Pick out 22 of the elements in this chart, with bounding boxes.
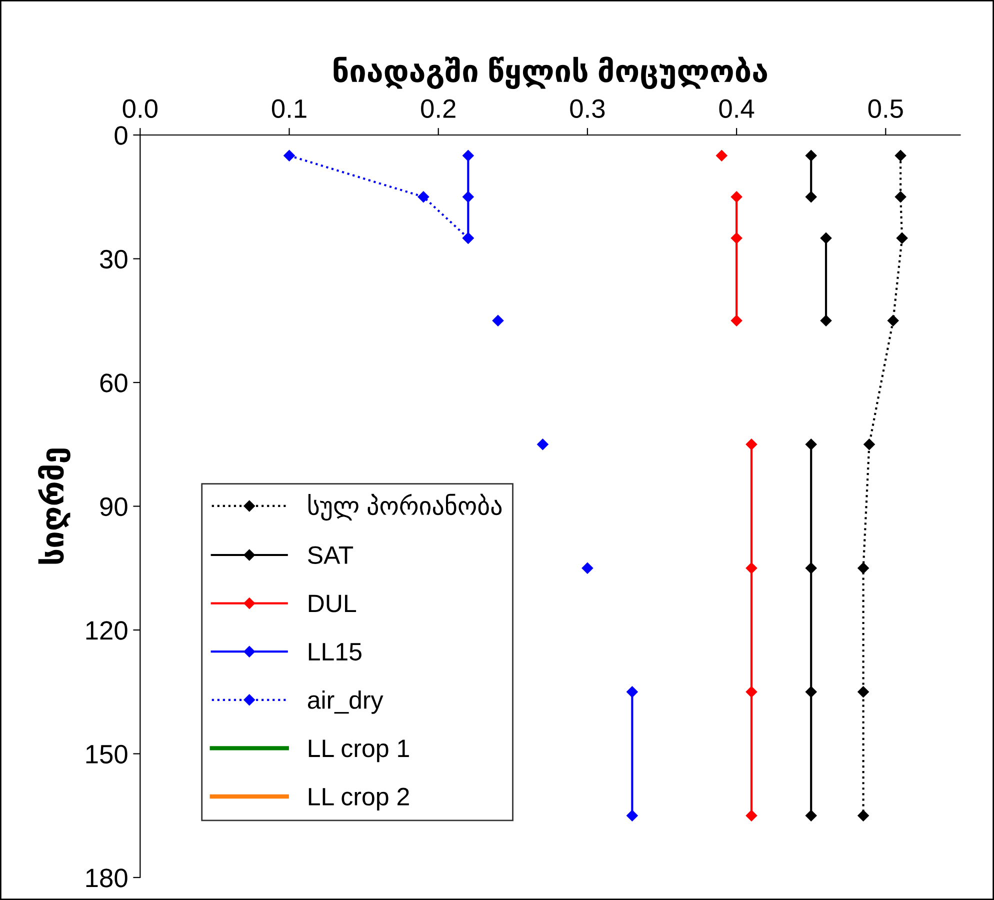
x-tick-label: 0.5 bbox=[868, 99, 903, 118]
x-axis-title: ნიადაგში წყლის მოცულობა bbox=[334, 56, 768, 90]
legend-label: სულ პორიანობა bbox=[308, 494, 502, 521]
legend-label: LL crop 1 bbox=[308, 740, 409, 762]
y-tick-label: 180 bbox=[86, 868, 128, 888]
y-tick-label: 60 bbox=[100, 374, 128, 392]
x-tick-label: 0.4 bbox=[719, 99, 754, 118]
x-tick-label: 0.0 bbox=[122, 99, 158, 118]
legend-label: LL crop 2 bbox=[308, 788, 409, 810]
x-tick-label: 0.2 bbox=[421, 99, 456, 118]
legend-label: air_dry bbox=[308, 690, 384, 714]
y-tick-label: 120 bbox=[86, 621, 128, 640]
legend-label: LL15 bbox=[308, 643, 362, 661]
y-tick-label: 150 bbox=[86, 744, 128, 764]
x-tick-label: 0.1 bbox=[272, 99, 306, 118]
legend-label: DUL bbox=[308, 594, 356, 612]
x-tick-label: 0.3 bbox=[570, 99, 605, 118]
y-tick-label: 0 bbox=[114, 126, 128, 145]
y-tick-label: 30 bbox=[100, 250, 128, 269]
y-axis-title: სიღრმე bbox=[38, 448, 70, 564]
y-tick-label: 90 bbox=[100, 497, 128, 516]
legend-label: SAT bbox=[308, 546, 354, 564]
